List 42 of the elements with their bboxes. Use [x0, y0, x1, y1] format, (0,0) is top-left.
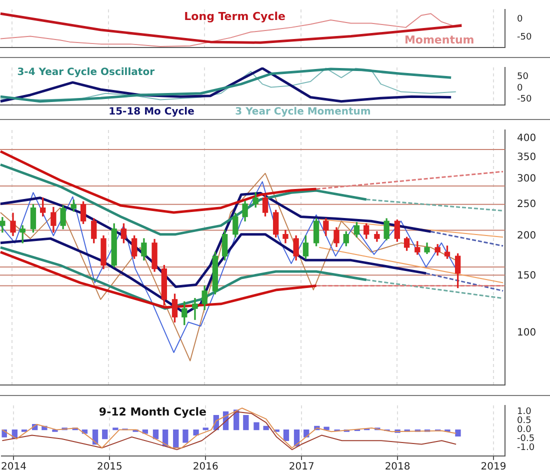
bar	[455, 429, 461, 436]
bar	[254, 422, 260, 430]
x-tick-label: 2018	[384, 462, 410, 473]
y-tick-label: 0.0	[517, 425, 532, 436]
y-tick-label: -50	[517, 32, 532, 42]
x-tick-label: 2014	[1, 462, 26, 473]
y-tick-label: 350	[517, 152, 536, 163]
bar	[263, 426, 269, 430]
bar	[182, 429, 188, 443]
series-label: Long Term Cycle	[184, 10, 286, 24]
y-tick-label: 400	[517, 133, 536, 144]
x-tick-label: 2016	[192, 462, 218, 473]
bar	[202, 428, 208, 430]
x-tick-label: 2019	[480, 462, 506, 473]
chart-title: 9-12 Month Cycle	[98, 405, 207, 418]
bar	[173, 429, 179, 448]
series-label: 3 Year Cycle Momentum	[235, 106, 371, 118]
y-tick-label: 1.0	[517, 407, 532, 418]
y-tick-label: 0	[517, 14, 523, 25]
bar	[193, 429, 199, 436]
y-tick-label: 50	[517, 72, 529, 82]
series-label: Momentum	[404, 34, 474, 47]
bar	[152, 429, 159, 440]
y-tick-label: -1.0	[517, 443, 535, 454]
series-label: 3-4 Year Cycle Oscillator	[17, 66, 155, 78]
y-tick-label: 0.5	[517, 416, 532, 426]
bar	[21, 429, 28, 432]
y-tick-label: 200	[517, 230, 536, 242]
bar	[102, 429, 108, 440]
bar	[243, 415, 249, 430]
x-tick-label: 2015	[96, 462, 122, 473]
y-tick-label: 150	[517, 270, 536, 282]
series-label: 15-18 Mo Cycle	[108, 106, 195, 118]
y-tick-label: 250	[517, 199, 536, 210]
y-tick-label: 300	[517, 173, 536, 184]
y-tick-label: 0	[517, 83, 523, 94]
x-tick-label: 2017	[288, 462, 314, 473]
y-tick-label: -50	[517, 94, 532, 105]
bar	[112, 428, 118, 430]
y-tick-label: 100	[517, 328, 536, 339]
bar	[283, 429, 290, 441]
y-tick-label: -0.5	[517, 434, 535, 444]
